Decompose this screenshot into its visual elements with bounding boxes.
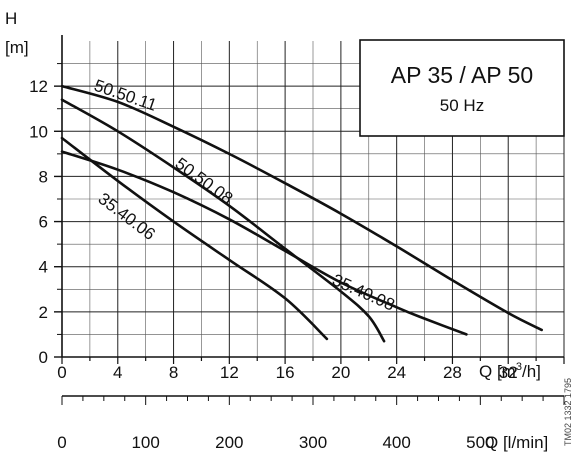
axes	[54, 35, 565, 405]
x2-tick-label: 100	[131, 433, 159, 452]
y-tick-label: 10	[29, 122, 48, 141]
x-tick-label: 28	[443, 363, 462, 382]
y-tick-label: 0	[39, 348, 48, 367]
x-tick-label: 0	[57, 363, 66, 382]
x-tick-label: 16	[276, 363, 295, 382]
chart-subtitle: 50 Hz	[440, 96, 484, 115]
x-tick-label: 8	[169, 363, 178, 382]
y-tick-label: 12	[29, 77, 48, 96]
x2-axis-label: Q [l/min]	[485, 433, 548, 452]
x-tick-label: 12	[220, 363, 239, 382]
curve-35-40-08	[60, 150, 468, 336]
chart-title: AP 35 / AP 50	[391, 62, 533, 88]
x-axis-label: Q [m3/h]	[479, 361, 541, 381]
curve-label-35-40-08: 35.40.08	[329, 270, 397, 314]
x-tick-label: 20	[331, 363, 350, 382]
curve-label-50-50-08: 50.50.08	[172, 154, 237, 208]
y-axis-unit: [m]	[5, 38, 29, 57]
x2-tick-label: 400	[382, 433, 410, 452]
y-tick-label: 6	[39, 213, 48, 232]
x-tick-label: 24	[387, 363, 406, 382]
curve-label-35-40-06: 35.40.06	[95, 189, 159, 244]
curve-50-50-11	[60, 84, 543, 332]
y-axis-label: H	[5, 9, 17, 28]
y-tick-label: 4	[39, 258, 48, 277]
curve-label-50-50-11: 50.50.11	[92, 76, 160, 115]
curve-35-40-06	[60, 136, 329, 341]
x2-tick-label: 500	[466, 433, 494, 452]
x-tick-label: 32	[499, 363, 518, 382]
x2-tick-label: 0	[57, 433, 66, 452]
x2-tick-label: 300	[299, 433, 327, 452]
x2-tick-label: 200	[215, 433, 243, 452]
minor-gridlines	[62, 41, 564, 357]
curve-50-50-08	[60, 98, 386, 343]
side-code: TM02 1332 1795	[563, 378, 573, 446]
y-tick-label: 8	[39, 167, 48, 186]
title-box: AP 35 / AP 50 50 Hz	[359, 39, 565, 137]
pump-curves	[60, 84, 543, 343]
x-tick-label: 4	[113, 363, 122, 382]
y-tick-label: 2	[39, 303, 48, 322]
